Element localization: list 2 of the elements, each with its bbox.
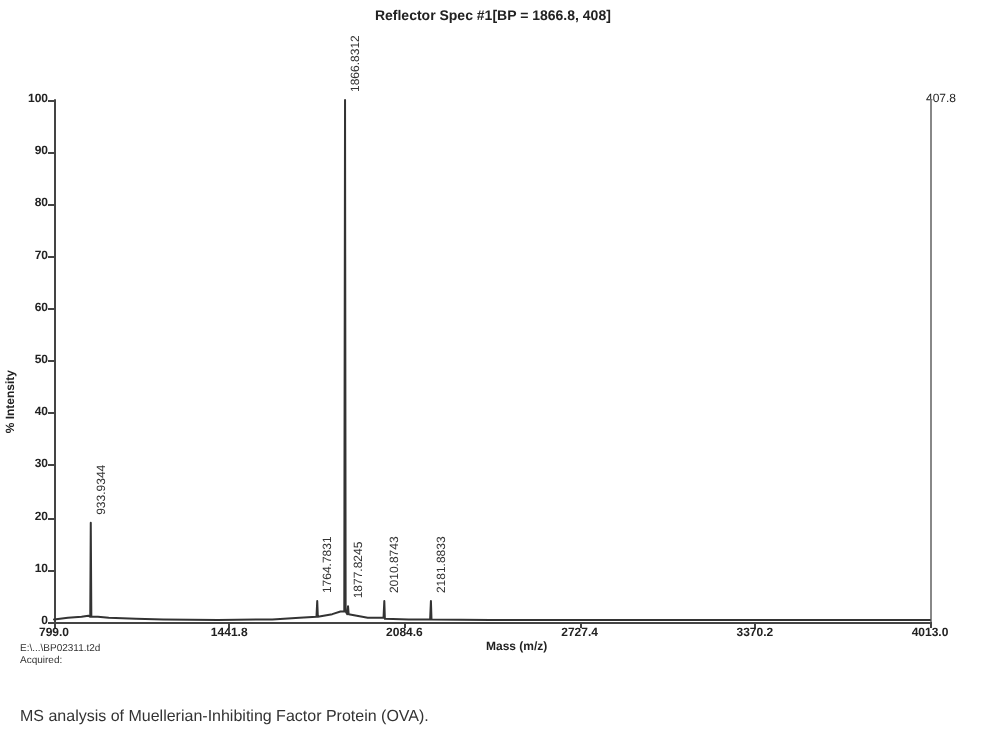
text: MS analysis of Muellerian-Inhibiting Factor Protein (OVA).	[20, 707, 429, 725]
line-series	[53, 99, 931, 621]
